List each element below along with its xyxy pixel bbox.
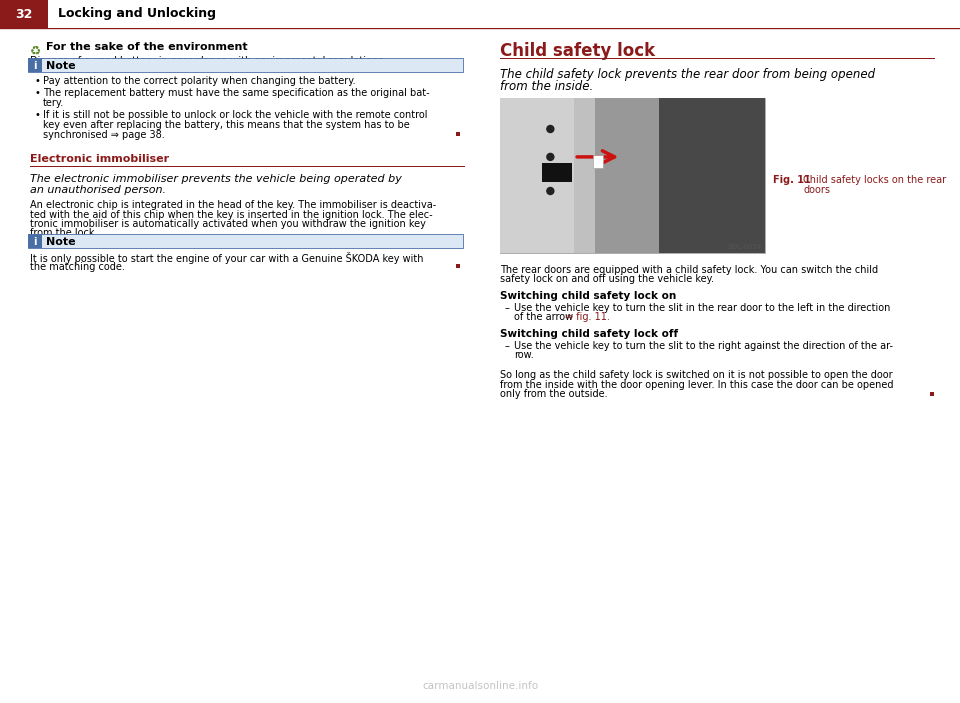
Bar <box>28 58 42 72</box>
Text: Note: Note <box>46 237 76 247</box>
Bar <box>500 98 574 253</box>
Text: safety lock on and off using the vehicle key.: safety lock on and off using the vehicle… <box>500 274 714 285</box>
Text: doors: doors <box>803 185 830 195</box>
Circle shape <box>547 153 554 160</box>
Text: Use the vehicle key to turn the slit in the rear door to the left in the directi: Use the vehicle key to turn the slit in … <box>514 303 890 313</box>
Bar <box>574 98 595 253</box>
Text: row.: row. <box>514 351 534 361</box>
Text: 32: 32 <box>15 8 33 20</box>
Text: The electronic immobiliser prevents the vehicle being operated by: The electronic immobiliser prevents the … <box>30 174 402 184</box>
Bar <box>28 234 463 248</box>
Text: Electronic immobiliser: Electronic immobiliser <box>30 154 169 164</box>
Circle shape <box>547 188 554 195</box>
Text: key even after replacing the battery, this means that the system has to be: key even after replacing the battery, th… <box>43 120 410 130</box>
Text: Fig. 11: Fig. 11 <box>773 175 811 186</box>
Text: Note: Note <box>46 61 76 71</box>
Text: tery.: tery. <box>43 98 64 108</box>
Text: synchronised ⇒ page 38.: synchronised ⇒ page 38. <box>43 129 165 139</box>
Text: The replacement battery must have the same specification as the original bat-: The replacement battery must have the sa… <box>43 89 430 98</box>
Bar <box>0 0 960 28</box>
Bar <box>30 166 465 167</box>
Text: i: i <box>34 61 36 71</box>
Text: •: • <box>34 110 40 120</box>
Text: an unauthorised person.: an unauthorised person. <box>30 185 166 195</box>
Bar <box>592 155 603 168</box>
Text: of the arrow: of the arrow <box>514 313 576 323</box>
Text: i: i <box>34 237 36 247</box>
Text: The rear doors are equipped with a child safety lock. You can switch the child: The rear doors are equipped with a child… <box>500 265 878 275</box>
Text: ted with the aid of this chip when the key is inserted in the ignition lock. The: ted with the aid of this chip when the k… <box>30 209 433 219</box>
Text: tronic immobiliser is automatically activated when you withdraw the ignition key: tronic immobiliser is automatically acti… <box>30 219 426 229</box>
Text: Use the vehicle key to turn the slit to the right against the direction of the a: Use the vehicle key to turn the slit to … <box>514 341 893 351</box>
Text: from the inside.: from the inside. <box>500 80 593 93</box>
Text: ♻: ♻ <box>30 44 41 57</box>
Text: B9L-0024: B9L-0024 <box>729 244 762 250</box>
Bar <box>28 234 42 248</box>
Text: Switching child safety lock on: Switching child safety lock on <box>500 291 676 301</box>
Text: For the sake of the environment: For the sake of the environment <box>46 42 248 52</box>
Bar <box>500 58 935 59</box>
Bar <box>456 132 460 136</box>
Text: It is only possible to start the engine of your car with a Genuine ŠKODA key wit: It is only possible to start the engine … <box>30 252 423 264</box>
Text: Child safety locks on the rear: Child safety locks on the rear <box>803 175 947 186</box>
Text: •: • <box>34 89 40 98</box>
Text: –: – <box>505 303 510 313</box>
Bar <box>930 392 934 396</box>
Polygon shape <box>542 163 571 181</box>
Bar <box>500 98 765 253</box>
Bar <box>659 98 765 253</box>
Bar <box>456 264 460 268</box>
Text: carmanualsonline.info: carmanualsonline.info <box>422 681 538 691</box>
Bar <box>28 58 463 72</box>
Text: from the inside with the door opening lever. In this case the door can be opened: from the inside with the door opening le… <box>500 380 894 389</box>
Text: from the lock.: from the lock. <box>30 228 98 238</box>
Bar <box>595 98 659 253</box>
Text: Pay attention to the correct polarity when changing the battery.: Pay attention to the correct polarity wh… <box>43 76 355 86</box>
Circle shape <box>547 126 554 132</box>
Text: Child safety lock: Child safety lock <box>500 42 655 60</box>
Text: •: • <box>34 76 40 86</box>
Text: Dispose of a used battery in accordance with environmental regulations.: Dispose of a used battery in accordance … <box>30 56 386 66</box>
Text: So long as the child safety lock is switched on it is not possible to open the d: So long as the child safety lock is swit… <box>500 370 893 380</box>
Text: Locking and Unlocking: Locking and Unlocking <box>58 8 216 20</box>
Text: Switching child safety lock off: Switching child safety lock off <box>500 329 678 339</box>
Text: The child safety lock prevents the rear door from being opened: The child safety lock prevents the rear … <box>500 68 876 81</box>
Text: –: – <box>505 341 510 351</box>
Text: ⇒ fig. 11.: ⇒ fig. 11. <box>565 313 611 323</box>
Text: only from the outside.: only from the outside. <box>500 389 608 399</box>
Text: If it is still not be possible to unlock or lock the vehicle with the remote con: If it is still not be possible to unlock… <box>43 110 427 120</box>
Text: the matching code.: the matching code. <box>30 262 125 271</box>
Text: An electronic chip is integrated in the head of the key. The immobiliser is deac: An electronic chip is integrated in the … <box>30 200 436 210</box>
Bar <box>0 0 48 28</box>
